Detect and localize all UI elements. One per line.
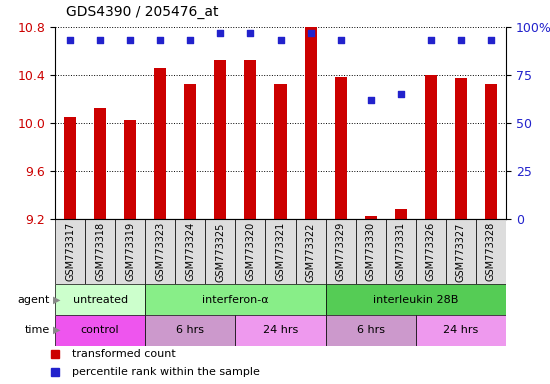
Point	[186, 37, 195, 43]
Text: GSM773319: GSM773319	[125, 222, 135, 281]
Point	[426, 37, 435, 43]
Bar	[145, 284, 326, 315]
Bar	[274, 84, 287, 219]
Bar	[175, 219, 205, 284]
Point	[336, 37, 345, 43]
Bar	[115, 219, 145, 284]
Text: GSM773326: GSM773326	[426, 222, 436, 281]
Bar	[154, 68, 166, 219]
Point	[216, 30, 225, 36]
Bar	[305, 25, 317, 219]
Text: 6 hrs: 6 hrs	[357, 325, 384, 335]
Text: GSM773317: GSM773317	[65, 222, 75, 281]
Text: GSM773327: GSM773327	[456, 222, 466, 281]
Point	[246, 30, 255, 36]
Text: 24 hrs: 24 hrs	[443, 325, 478, 335]
Text: GSM773330: GSM773330	[366, 222, 376, 281]
Bar	[55, 315, 145, 346]
Point	[96, 37, 104, 43]
Bar	[214, 61, 227, 219]
Bar	[416, 219, 446, 284]
Text: GSM773323: GSM773323	[155, 222, 165, 281]
Text: GSM773320: GSM773320	[245, 222, 255, 281]
Bar	[85, 219, 115, 284]
Bar	[235, 219, 266, 284]
Point	[306, 30, 315, 36]
Text: interferon-α: interferon-α	[202, 295, 269, 305]
Text: GSM773325: GSM773325	[216, 222, 225, 281]
Bar	[356, 219, 386, 284]
Bar	[55, 219, 85, 284]
Bar	[455, 78, 467, 219]
Bar	[476, 219, 506, 284]
Text: GSM773328: GSM773328	[486, 222, 496, 281]
Text: ▶: ▶	[53, 295, 61, 305]
Bar	[326, 315, 416, 346]
Bar	[416, 315, 506, 346]
Text: control: control	[81, 325, 119, 335]
Bar	[124, 121, 136, 219]
Text: ▶: ▶	[53, 325, 61, 335]
Bar	[55, 284, 145, 315]
Text: GSM773321: GSM773321	[276, 222, 285, 281]
Bar	[395, 209, 407, 219]
Bar	[446, 219, 476, 284]
Point	[156, 37, 164, 43]
Bar	[145, 315, 235, 346]
Bar	[386, 219, 416, 284]
Point	[65, 37, 74, 43]
Text: GSM773322: GSM773322	[306, 222, 316, 281]
Text: untreated: untreated	[73, 295, 128, 305]
Text: 6 hrs: 6 hrs	[177, 325, 204, 335]
Bar	[94, 109, 106, 219]
Point	[366, 97, 375, 103]
Text: interleukin 28B: interleukin 28B	[373, 295, 459, 305]
Point	[276, 37, 285, 43]
Bar	[184, 84, 196, 219]
Bar	[326, 284, 506, 315]
Text: transformed count: transformed count	[72, 349, 175, 359]
Bar	[64, 117, 76, 219]
Text: time: time	[24, 325, 50, 335]
Bar	[295, 219, 326, 284]
Bar	[244, 61, 256, 219]
Text: GSM773331: GSM773331	[396, 222, 406, 281]
Bar	[205, 219, 235, 284]
Bar	[334, 77, 346, 219]
Text: GSM773329: GSM773329	[336, 222, 345, 281]
Bar	[266, 219, 295, 284]
Point	[397, 91, 405, 97]
Text: 24 hrs: 24 hrs	[263, 325, 298, 335]
Point	[487, 37, 496, 43]
Text: agent: agent	[17, 295, 50, 305]
Text: GSM773318: GSM773318	[95, 222, 105, 281]
Point	[126, 37, 135, 43]
Bar	[326, 219, 356, 284]
Text: percentile rank within the sample: percentile rank within the sample	[72, 366, 260, 377]
Text: GSM773324: GSM773324	[185, 222, 195, 281]
Bar	[145, 219, 175, 284]
Bar	[485, 84, 497, 219]
Bar	[425, 75, 437, 219]
Text: GDS4390 / 205476_at: GDS4390 / 205476_at	[66, 5, 218, 19]
Bar	[235, 315, 326, 346]
Bar	[365, 217, 377, 219]
Point	[456, 37, 465, 43]
